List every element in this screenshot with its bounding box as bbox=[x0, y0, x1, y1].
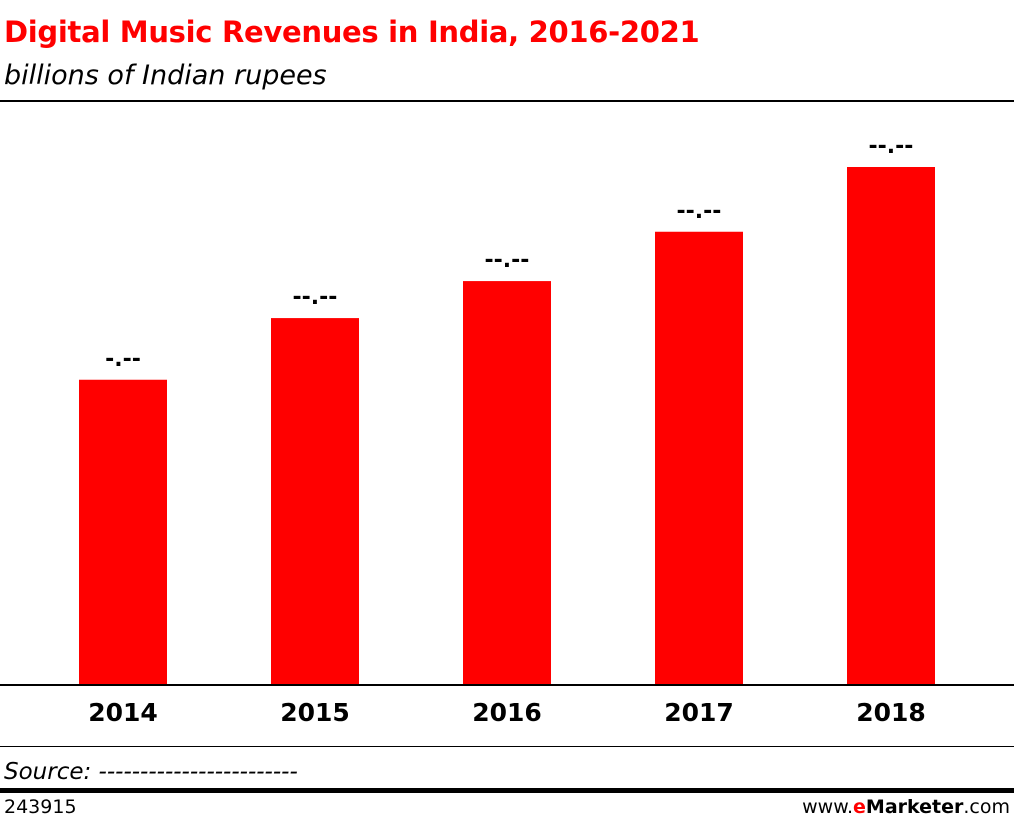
header-divider bbox=[0, 100, 1014, 102]
data-label-2018: --.-- bbox=[869, 134, 914, 159]
chart-subtitle: billions of Indian rupees bbox=[4, 60, 327, 91]
bar-2014 bbox=[79, 379, 167, 685]
bar-2017 bbox=[655, 231, 743, 685]
site-prefix: www. bbox=[802, 796, 854, 818]
bar-2015 bbox=[271, 318, 359, 685]
footer-divider bbox=[0, 788, 1014, 793]
bar-chart: -.-- --.-- --.-- --.-- --.-- 2014 2015 2016 201… bbox=[0, 134, 1014, 727]
bar-2016 bbox=[463, 281, 551, 685]
source-divider bbox=[0, 746, 1014, 747]
bar-2018 bbox=[847, 167, 935, 685]
chart-title: Digital Music Revenues in India, 2016-20… bbox=[4, 15, 700, 49]
chart-id: 243915 bbox=[4, 796, 77, 818]
brand-e: e bbox=[853, 796, 866, 818]
x-tick-label-2018: 2018 bbox=[856, 698, 926, 727]
data-label-2017: --.-- bbox=[677, 199, 722, 224]
source-note: Source: ------------------------ bbox=[4, 759, 298, 785]
x-tick-label-2016: 2016 bbox=[472, 698, 542, 727]
site-suffix: .com bbox=[963, 796, 1010, 818]
data-label-2014: -.-- bbox=[105, 347, 141, 372]
site-link[interactable]: www.eMarketer.com bbox=[802, 796, 1010, 818]
data-label-2015: --.-- bbox=[293, 285, 338, 310]
brand-name: Marketer bbox=[865, 796, 964, 818]
x-tick-label-2017: 2017 bbox=[664, 698, 734, 727]
x-tick-label-2015: 2015 bbox=[280, 698, 350, 727]
x-tick-label-2014: 2014 bbox=[88, 698, 158, 727]
data-label-2016: --.-- bbox=[485, 248, 530, 273]
